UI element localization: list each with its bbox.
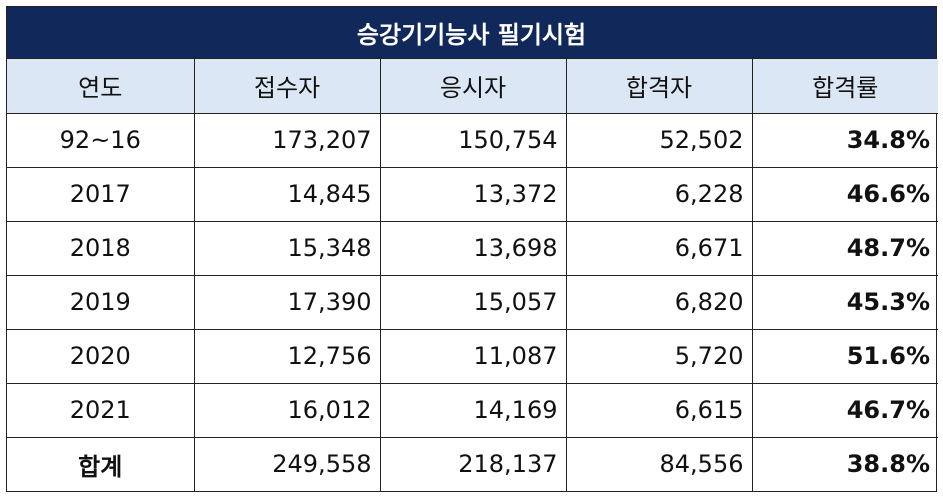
total-row: 합계 249,558 218,137 84,556 38.8% <box>7 436 938 491</box>
pass-rate-cell: 48.7% <box>751 220 938 276</box>
examinees-cell: 14,169 <box>379 382 567 438</box>
examinees-cell: 13,372 <box>379 166 567 222</box>
header-row: 연도 접수자 응시자 합격자 합격률 <box>7 59 938 114</box>
passers-cell: 52,502 <box>565 112 753 168</box>
header-examinees: 응시자 <box>379 59 567 114</box>
total-applicants-cell: 249,558 <box>193 436 381 491</box>
total-examinees-cell: 218,137 <box>379 436 567 491</box>
year-cell: 2020 <box>7 328 195 384</box>
stats-table-container: 승강기기능사 필기시험 연도 접수자 응시자 합격자 합격률 92~16 173… <box>6 6 938 492</box>
pass-rate-cell: 46.7% <box>751 382 938 438</box>
pass-rate-table: 연도 접수자 응시자 합격자 합격률 92~16 173,207 150,754… <box>7 59 938 491</box>
year-cell: 2017 <box>7 166 195 222</box>
table-row: 2020 12,756 11,087 5,720 51.6% <box>7 328 938 384</box>
examinees-cell: 11,087 <box>379 328 567 384</box>
passers-cell: 6,615 <box>565 382 753 438</box>
applicants-cell: 17,390 <box>193 274 381 330</box>
pass-rate-cell: 46.6% <box>751 166 938 222</box>
year-cell: 2021 <box>7 382 195 438</box>
header-year: 연도 <box>7 59 195 114</box>
year-cell: 92~16 <box>7 112 195 168</box>
applicants-cell: 15,348 <box>193 220 381 276</box>
table-row: 2021 16,012 14,169 6,615 46.7% <box>7 382 938 438</box>
total-passers-cell: 84,556 <box>565 436 753 491</box>
header-passers: 합격자 <box>565 59 753 114</box>
year-cell: 2018 <box>7 220 195 276</box>
examinees-cell: 13,698 <box>379 220 567 276</box>
applicants-cell: 173,207 <box>193 112 381 168</box>
table-title: 승강기기능사 필기시험 <box>7 7 936 59</box>
table-row: 92~16 173,207 150,754 52,502 34.8% <box>7 112 938 168</box>
passers-cell: 5,720 <box>565 328 753 384</box>
passers-cell: 6,820 <box>565 274 753 330</box>
passers-cell: 6,228 <box>565 166 753 222</box>
year-cell: 2019 <box>7 274 195 330</box>
total-pass-rate-cell: 38.8% <box>751 436 938 491</box>
header-applicants: 접수자 <box>193 59 381 114</box>
pass-rate-cell: 34.8% <box>751 112 938 168</box>
table-row: 2019 17,390 15,057 6,820 45.3% <box>7 274 938 330</box>
header-pass-rate: 합격률 <box>751 59 938 114</box>
passers-cell: 6,671 <box>565 220 753 276</box>
pass-rate-cell: 51.6% <box>751 328 938 384</box>
examinees-cell: 150,754 <box>379 112 567 168</box>
examinees-cell: 15,057 <box>379 274 567 330</box>
total-label-cell: 합계 <box>7 436 195 491</box>
table-row: 2017 14,845 13,372 6,228 46.6% <box>7 166 938 222</box>
applicants-cell: 14,845 <box>193 166 381 222</box>
pass-rate-cell: 45.3% <box>751 274 938 330</box>
applicants-cell: 16,012 <box>193 382 381 438</box>
table-row: 2018 15,348 13,698 6,671 48.7% <box>7 220 938 276</box>
applicants-cell: 12,756 <box>193 328 381 384</box>
